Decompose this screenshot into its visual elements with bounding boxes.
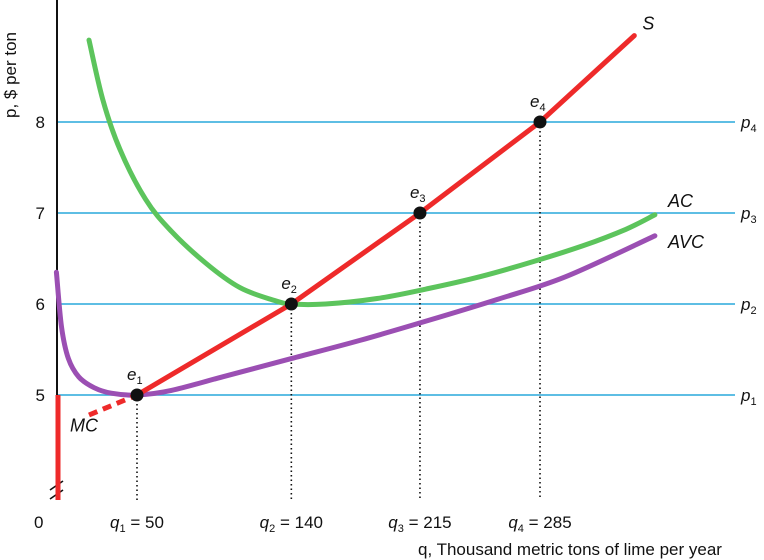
quantity-label-q2-sub: 2 [269, 523, 275, 535]
quantity-labels: q1 = 50 q2 = 140 q3 = 215 q4 = 285 [110, 513, 572, 535]
supply-curve [134, 33, 637, 398]
quantity-label-q1-value: = 50 [126, 513, 164, 532]
quantity-label-q3-main: q [388, 513, 398, 532]
quantity-label-q4: q4 = 285 [508, 513, 571, 535]
mc-curve-label: MC [70, 415, 99, 435]
origin-label: 0 [34, 513, 43, 532]
equilibrium-label-e2-main: e [281, 274, 290, 293]
price-label-p3-sub: 3 [750, 214, 756, 226]
y-tick-labels: 5 6 7 8 [36, 113, 45, 405]
cost-curves [53, 33, 658, 500]
quantity-label-q4-main: q [508, 513, 518, 532]
equilibrium-label-e3-sub: 3 [419, 193, 425, 205]
y-tick-7: 7 [36, 204, 45, 223]
y-axis-label-text: p, $ per ton [1, 32, 20, 118]
price-label-p1: p1 [740, 386, 757, 408]
quantity-label-q2: q2 = 140 [260, 513, 323, 535]
quantity-label-q1-sub: 1 [120, 523, 126, 535]
equilibrium-label-e1-sub: 1 [136, 375, 142, 387]
equilibrium-label-e4: e4 [530, 92, 546, 114]
price-label-p1-sub: 1 [750, 396, 756, 408]
price-label-p4-main: p [740, 113, 750, 132]
equilibrium-label-e3: e3 [410, 183, 426, 205]
price-label-p2-sub: 2 [750, 305, 756, 317]
equilibrium-point-e1 [130, 388, 144, 402]
equilibrium-label-e4-sub: 4 [539, 102, 545, 114]
ac-curve-label: AC [667, 191, 694, 211]
x-axis-label-text: q, Thousand metric tons of lime per year [418, 540, 722, 559]
quantity-drop-lines [136, 122, 541, 500]
quantity-label-q1-main: q [110, 513, 120, 532]
equilibrium-point-e2 [284, 297, 298, 311]
price-lines [57, 121, 735, 396]
equilibrium-point-e4 [533, 115, 547, 129]
equilibrium-label-e1-main: e [127, 365, 136, 384]
price-label-p3: p3 [740, 204, 757, 226]
quantity-label-q1: q1 = 50 [110, 513, 164, 535]
equilibrium-label-e1: e1 [127, 365, 143, 387]
quantity-label-q4-sub: 4 [518, 523, 524, 535]
avc-curve [53, 233, 658, 398]
quantity-label-q3-sub: 3 [398, 523, 404, 535]
ac-curve [86, 37, 658, 308]
quantity-label-q4-value: = 285 [524, 513, 572, 532]
mc-curve-dashed [88, 392, 138, 418]
y-axis-label: p, $ per ton [1, 32, 20, 118]
price-label-p1-main: p [740, 386, 750, 405]
axes: 0 p, $ per ton q, Thousand metric tons o… [1, 0, 722, 559]
equilibrium-label-e2: e2 [281, 274, 297, 296]
price-label-p4-sub: 4 [750, 123, 756, 135]
avc-curve-label: AVC [667, 232, 705, 252]
equilibrium-point-e3 [413, 206, 427, 220]
equilibrium-label-e3-main: e [410, 183, 419, 202]
equilibrium-label-e2-sub: 2 [291, 284, 297, 296]
price-label-p2: p2 [740, 295, 757, 317]
quantity-label-q3: q3 = 215 [388, 513, 451, 535]
supply-curve-label: S [642, 14, 654, 34]
x-axis-label: q, Thousand metric tons of lime per year [418, 540, 722, 559]
y-tick-6: 6 [36, 295, 45, 314]
quantity-label-q3-value: = 215 [404, 513, 452, 532]
y-tick-8: 8 [36, 113, 45, 132]
price-label-p4: p4 [740, 113, 757, 135]
price-label-p3-main: p [740, 204, 750, 223]
equilibrium-label-e4-main: e [530, 92, 539, 111]
quantity-label-q2-value: = 140 [275, 513, 323, 532]
y-tick-5: 5 [36, 386, 45, 405]
quantity-label-q2-main: q [260, 513, 270, 532]
price-label-p2-main: p [740, 295, 750, 314]
